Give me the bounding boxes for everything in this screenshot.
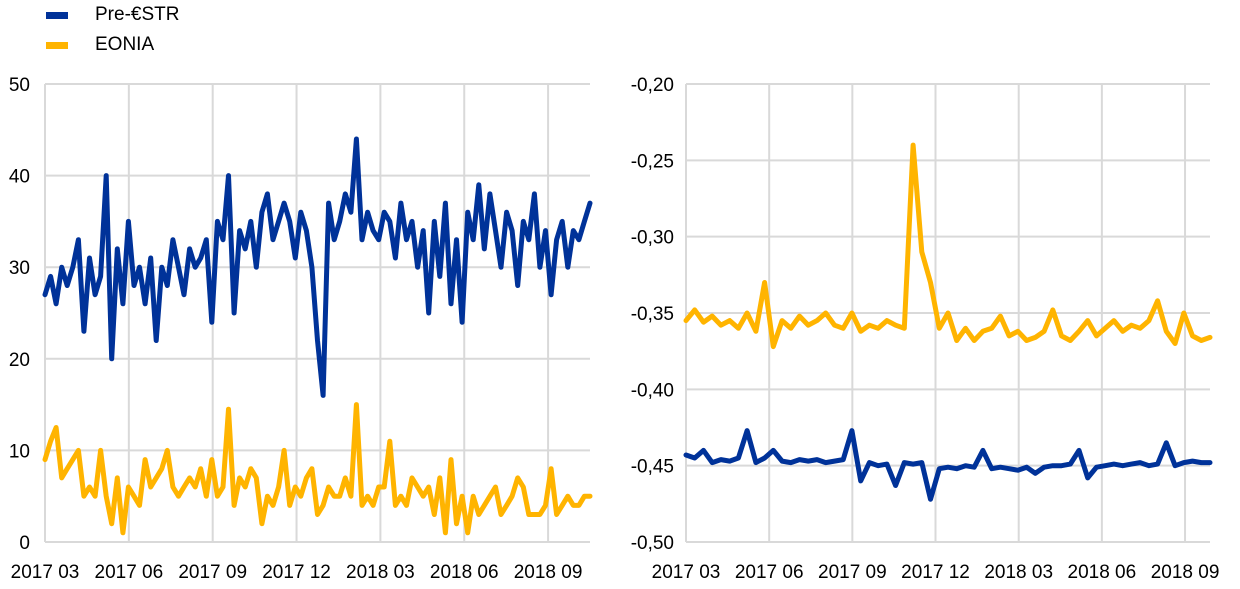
y-tick-label: -0,35 [631,304,674,325]
x-tick-label: 2017 03 [652,562,721,583]
x-tick-label: 2017 03 [11,562,80,583]
y-tick-label: 10 [9,441,30,462]
y-tick-label: 30 [9,258,30,279]
y-tick-label: -0,40 [631,380,674,401]
y-tick-label: 50 [9,75,30,96]
x-tick-label: 2018 06 [1068,562,1137,583]
x-tick-label: 2018 06 [430,562,499,583]
legend-item-eonia: EONIA [14,30,179,60]
x-tick-label: 2017 06 [95,562,164,583]
x-tick-label: 2017 12 [262,562,331,583]
x-tick-label: 2017 09 [178,562,247,583]
x-tick-label: 2018 03 [984,562,1053,583]
y-tick-label: -0,30 [631,228,674,249]
series-line-eonia [683,142,1213,350]
x-tick-label: 2018 09 [514,562,583,583]
y-tick-label: -0,25 [631,151,674,172]
legend-label: Pre-€STR [95,4,180,25]
x-tick-label: 2017 09 [818,562,887,583]
x-tick-label: 2017 06 [735,562,804,583]
legend-swatch-pre-estr [46,11,68,19]
series-line-prestr [683,428,1213,502]
legend-item-pre-estr: Pre-€STR [14,0,179,30]
chart-left: 0 10 20 30 40 50 2017 03 2017 06 2017 09 2017 12 2… [9,75,593,583]
chart-right: -0,50 -0,45 -0,40 -0,35 -0,30 -0,25 -0,20 2017 … [631,75,1220,583]
y-tick-label: -0,20 [631,75,674,96]
x-tick-label: 2017 12 [901,562,970,583]
x-tick-label: 2018 03 [346,562,415,583]
x-tick-label: 2018 09 [1151,562,1220,583]
y-tick-label: 0 [19,533,30,554]
y-tick-label: -0,50 [631,533,674,554]
y-tick-label: 20 [9,350,30,371]
series-line-prestr [42,136,593,398]
series-line-eonia [42,402,593,536]
legend: Pre-€STR EONIA [14,0,179,60]
y-tick-label: 40 [9,167,30,188]
y-tick-label: -0,45 [631,457,674,478]
legend-swatch-eonia [46,41,68,49]
legend-label: EONIA [95,34,155,55]
